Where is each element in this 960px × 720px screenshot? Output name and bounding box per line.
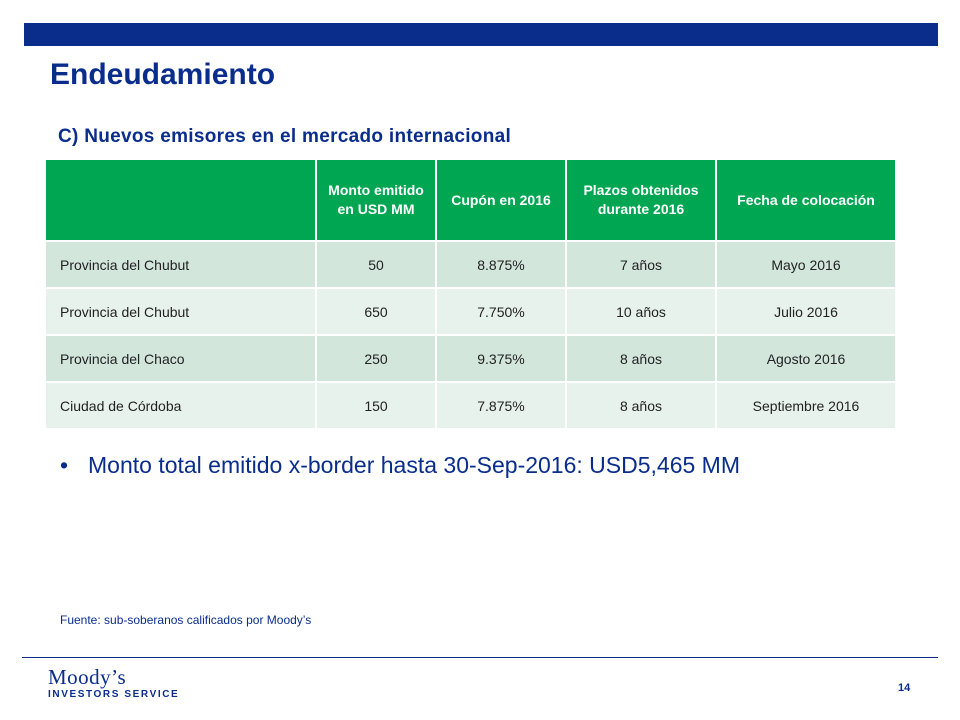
footer-divider [22, 657, 938, 658]
table-row: Ciudad de Córdoba 150 7.875% 8 años Sept… [46, 381, 897, 428]
page-number: 14 [898, 682, 911, 694]
cell-issuer: Ciudad de Córdoba [46, 381, 317, 428]
table-row: Provincia del Chubut 50 8.875% 7 años Ma… [46, 240, 897, 288]
cell-term: 8 años [566, 381, 717, 428]
table-row: Provincia del Chaco 250 9.375% 8 años Ag… [46, 334, 897, 382]
header-cell-date: Fecha de colocación [716, 160, 897, 241]
cell-term: 10 años [566, 287, 717, 335]
moodys-logo: Moody’s INVESTORS SERVICE [48, 666, 179, 702]
logo-tagline: INVESTORS SERVICE [48, 689, 180, 700]
bullet-item: • Monto total emitido x-border hasta 30-… [60, 452, 740, 479]
header-bar [24, 23, 938, 46]
cell-coupon: 9.375% [436, 334, 567, 382]
cell-issuer: Provincia del Chubut [46, 287, 317, 335]
header-cell-amount: Monto emitido en USD MM [316, 160, 437, 241]
cell-coupon: 8.875% [436, 240, 567, 288]
logo-wordmark: Moody’s [48, 665, 127, 689]
cell-date: Mayo 2016 [716, 240, 897, 288]
cell-date: Agosto 2016 [716, 334, 897, 382]
source-note: Fuente: sub-soberanos calificados por Mo… [60, 613, 312, 627]
cell-amount: 250 [316, 334, 437, 382]
cell-amount: 50 [316, 240, 437, 288]
cell-amount: 150 [316, 381, 437, 428]
bullet-text: Monto total emitido x-border hasta 30-Se… [88, 452, 740, 478]
table-row: Provincia del Chubut 650 7.750% 10 años … [46, 287, 897, 335]
table-header-row: Monto emitido en USD MM Cupón en 2016 Pl… [46, 160, 897, 241]
cell-issuer: Provincia del Chubut [46, 240, 317, 288]
cell-amount: 650 [316, 287, 437, 335]
cell-coupon: 7.750% [436, 287, 567, 335]
header-cell-term: Plazos obtenidos durante 2016 [566, 160, 717, 241]
cell-term: 8 años [566, 334, 717, 382]
cell-coupon: 7.875% [436, 381, 567, 428]
page-title: Endeudamiento [50, 58, 276, 91]
cell-issuer: Provincia del Chaco [46, 334, 317, 382]
bullet-icon: • [60, 452, 69, 478]
issuers-table: Monto emitido en USD MM Cupón en 2016 Pl… [46, 160, 897, 428]
section-subtitle: C) Nuevos emisores en el mercado interna… [58, 126, 512, 147]
header-cell-coupon: Cupón en 2016 [436, 160, 567, 241]
cell-term: 7 años [566, 240, 717, 288]
header-cell-issuer [46, 160, 317, 241]
cell-date: Julio 2016 [716, 287, 897, 335]
cell-date: Septiembre 2016 [716, 381, 897, 428]
